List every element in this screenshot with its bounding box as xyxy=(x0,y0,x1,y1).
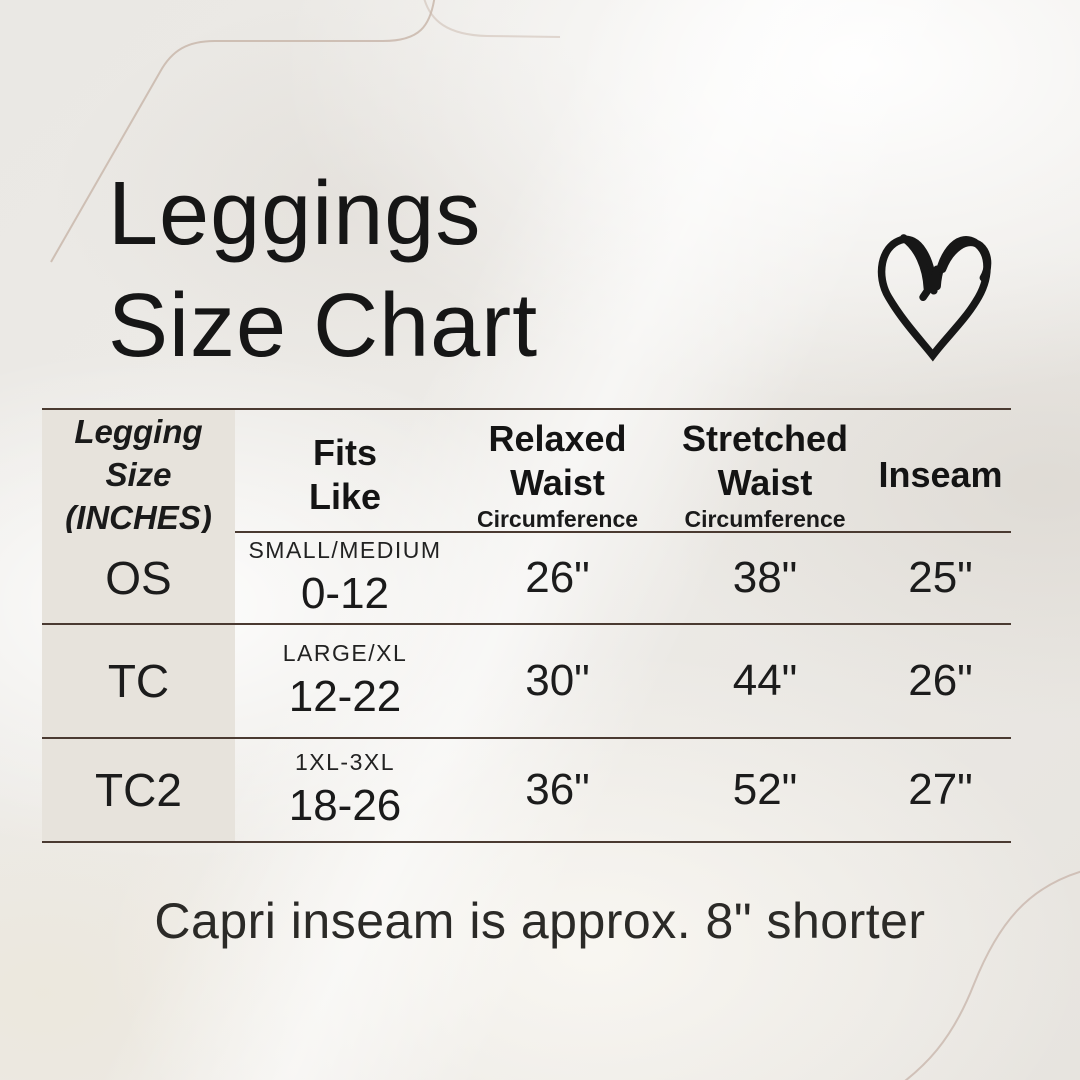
relaxed-waist-cell: 30" xyxy=(455,625,660,737)
heart-icon xyxy=(870,224,1002,364)
inseam-value: 27" xyxy=(908,765,973,814)
header-legging-size: Legging Size (INCHES) xyxy=(42,410,235,539)
capri-inseam-footnote: Capri inseam is approx. 8" shorter xyxy=(154,893,926,949)
fits-like-label: 1XL-3XL xyxy=(294,749,395,775)
page-title-line1: Leggings xyxy=(108,164,482,264)
stretched-waist-cell: 38" xyxy=(660,533,870,623)
header-inseam-line1: Inseam xyxy=(878,453,1003,495)
header-legging-size-line1: Legging Size xyxy=(74,413,203,493)
relaxed-waist-value: 26" xyxy=(525,553,590,602)
stretched-waist-value: 38" xyxy=(732,553,798,602)
header-stretched-waist: Stretched Waist Circumference xyxy=(660,410,870,539)
fits-like-range: 0-12 xyxy=(300,569,390,618)
stretched-waist-value: 44" xyxy=(732,656,798,705)
header-fits-like-line2: Like xyxy=(308,475,382,517)
inseam-cell: 27" xyxy=(870,739,1011,841)
header-stretched-line1: Stretched xyxy=(681,418,849,459)
size-value: TC xyxy=(107,655,170,707)
header-relaxed-line2: Waist xyxy=(510,462,605,503)
size-value: OS xyxy=(105,552,172,604)
header-inseam: Inseam xyxy=(870,410,1011,539)
relaxed-waist-value: 36" xyxy=(525,765,590,814)
relaxed-waist-cell: 36" xyxy=(455,739,660,841)
header-relaxed-waist: Relaxed Waist Circumference xyxy=(455,410,660,539)
inseam-cell: 25" xyxy=(870,533,1011,623)
table-row-os: OS SMALL/MEDIUM 0-12 26" 38" 25" xyxy=(42,531,1011,623)
header-relaxed-line1: Relaxed xyxy=(488,418,627,459)
inseam-value: 25" xyxy=(908,553,973,602)
stretched-waist-value: 52" xyxy=(732,765,798,814)
page-title-line2: Size Chart xyxy=(108,276,539,376)
relaxed-waist-value: 30" xyxy=(525,656,590,705)
fits-like-range: 18-26 xyxy=(288,781,402,830)
fits-like-label: SMALL/MEDIUM xyxy=(248,537,442,563)
table-row-tc2: TC2 1XL-3XL 18-26 36" 52" 27" xyxy=(42,737,1011,841)
header-stretched-line2: Waist xyxy=(717,462,813,503)
inseam-value: 26" xyxy=(908,656,973,705)
fits-like-cell: SMALL/MEDIUM 0-12 xyxy=(235,533,455,623)
size-value: TC2 xyxy=(95,764,182,816)
size-chart-table: Legging Size (INCHES) Fits Like Relaxed … xyxy=(42,408,1011,843)
table-header-row: Legging Size (INCHES) Fits Like Relaxed … xyxy=(42,408,1011,539)
fits-like-cell: 1XL-3XL 18-26 xyxy=(235,739,455,841)
size-cell: TC xyxy=(42,625,235,737)
fits-like-label: LARGE/XL xyxy=(282,640,408,666)
header-stretched-sub: Circumference xyxy=(684,506,846,532)
header-legging-size-line2: (INCHES) xyxy=(65,499,212,536)
header-relaxed-sub: Circumference xyxy=(476,506,639,532)
size-cell: OS xyxy=(42,533,235,623)
fits-like-range: 12-22 xyxy=(288,672,402,721)
stretched-waist-cell: 52" xyxy=(660,739,870,841)
inseam-cell: 26" xyxy=(870,625,1011,737)
stretched-waist-cell: 44" xyxy=(660,625,870,737)
header-fits-like-line1: Fits xyxy=(312,431,377,473)
fits-like-cell: LARGE/XL 12-22 xyxy=(235,625,455,737)
page-title: Leggings Size Chart xyxy=(108,158,538,382)
header-fits-like: Fits Like xyxy=(235,410,455,539)
relaxed-waist-cell: 26" xyxy=(455,533,660,623)
size-cell: TC2 xyxy=(42,739,235,841)
table-row-tc: TC LARGE/XL 12-22 30" 44" 26" xyxy=(42,623,1011,737)
